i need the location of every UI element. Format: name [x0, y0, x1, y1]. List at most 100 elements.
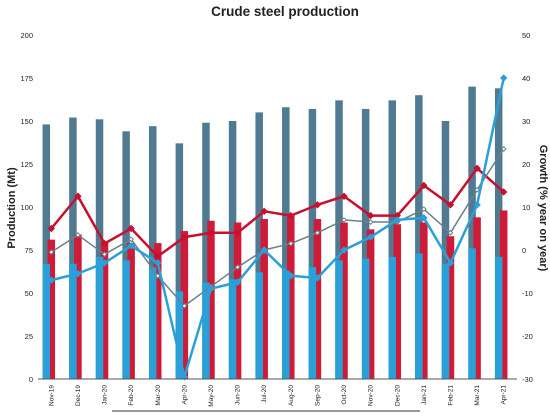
- bar-series-3-5: [175, 291, 184, 379]
- line-series-1-point-11: [340, 192, 348, 200]
- x-tick-label-6: May-20: [208, 385, 215, 407]
- bar-series-3-4: [149, 267, 157, 379]
- line-series-1-point-2: [100, 239, 109, 248]
- bar-series-1-9: [282, 107, 290, 380]
- line-series-1-point-16: [473, 164, 481, 173]
- bar-series-2-15: [446, 236, 455, 379]
- line-series-1-point-7: [233, 229, 242, 237]
- line-series-2-point-17: [500, 146, 507, 152]
- y2-tick-label-30: 30: [522, 117, 530, 126]
- y-tick-label-200: 200: [20, 31, 33, 40]
- line-series-2-point-2: [101, 251, 108, 258]
- line-series-1-point-3: [127, 224, 135, 233]
- y-tick-label-75: 75: [25, 246, 33, 255]
- line-series-3-point-2: [100, 259, 109, 267]
- line-series-2-point-5: [181, 302, 188, 309]
- x-tick-label-12: Nov-20: [368, 385, 375, 406]
- y2-tick-label-10: 10: [522, 203, 530, 212]
- line-series-2-point-9: [287, 240, 294, 247]
- bar-series-1-6: [202, 122, 210, 379]
- bar-series-2-7: [233, 222, 242, 379]
- x-tick-label-3: Feb-20: [128, 385, 135, 406]
- x-tick-label-4: Mar-20: [155, 385, 162, 406]
- line-series-2-point-11: [341, 216, 347, 223]
- bar-series-3-17: [494, 256, 503, 379]
- bar-series-3-8: [255, 272, 263, 379]
- line-series-1-point-0: [47, 224, 56, 233]
- bar-series-3-12: [361, 258, 370, 379]
- y-tick-label-125: 125: [20, 160, 33, 169]
- line-series-1-point-9: [287, 211, 295, 220]
- bar-series-1-1: [69, 117, 77, 379]
- y2-tick-label--30: -30: [522, 375, 533, 384]
- y2-tick-label-50: 50: [522, 31, 530, 40]
- line-series-1-point-1: [74, 192, 82, 200]
- x-tick-label-15: Feb-21: [447, 385, 454, 406]
- bar-series-2-2: [100, 241, 109, 379]
- line-series-3-point-12: [366, 233, 375, 241]
- bar-series-3-0: [42, 263, 51, 379]
- line-series-2-point-7: [234, 264, 241, 271]
- line-series-3-point-5: [180, 373, 189, 381]
- bar-series-1-8: [255, 112, 263, 380]
- left-tick-labels: 0 25 50 75 100 125 150 175 200: [20, 31, 33, 384]
- line-series-3-point-17: [499, 74, 508, 82]
- line-series-3: [51, 77, 505, 379]
- bar-series-2-12: [366, 229, 375, 379]
- bar-series-2-1: [74, 234, 82, 379]
- bar-series-3-15: [441, 263, 450, 379]
- y2-tick-label--10: -10: [522, 289, 533, 298]
- line-series-3-point-8: [260, 246, 268, 254]
- line-series-3-point-9: [287, 272, 295, 280]
- line-series-2-point-4: [154, 272, 161, 279]
- line-series-3-point-16: [473, 201, 481, 209]
- line-series-1-point-6: [207, 229, 215, 237]
- bar-series-1-10: [308, 108, 317, 380]
- bar-series-2-4: [154, 243, 162, 379]
- y-tick-label-150: 150: [20, 117, 33, 126]
- line-series-1-point-17: [499, 188, 508, 196]
- line-series-2-point-3: [128, 236, 135, 243]
- y2-tick-label--20: -20: [522, 332, 533, 341]
- bar-series-2-10: [313, 219, 322, 379]
- bar-series-1-2: [95, 119, 104, 379]
- bar-series-3-3: [122, 260, 130, 379]
- bar-series-3-7: [228, 279, 237, 379]
- line-series-2-point-12: [367, 219, 374, 225]
- bar-series-2-6: [207, 220, 215, 379]
- bar-series-2-13: [393, 224, 401, 379]
- x-tick-label-17: Apr-21: [501, 385, 508, 405]
- bar-series-1-5: [175, 143, 184, 379]
- bar-series-1-0: [42, 124, 51, 379]
- y-tick-label-50: 50: [25, 289, 33, 298]
- y-tick-label-100: 100: [20, 203, 33, 212]
- bar-series-1-16: [468, 86, 476, 379]
- bar-series-1-17: [494, 88, 503, 379]
- lines-layer: [47, 74, 508, 381]
- line-series-3-point-6: [207, 284, 215, 293]
- x-tick-label-7: Jun-20: [235, 385, 242, 405]
- y-tick-label-25: 25: [25, 332, 33, 341]
- line-series-3-point-3: [127, 241, 135, 250]
- bar-series-3-14: [415, 253, 423, 379]
- y2-tick-label-40: 40: [522, 74, 530, 83]
- line-series-2: [50, 148, 505, 307]
- bar-series-2-8: [260, 219, 268, 379]
- bar-series-3-6: [202, 282, 210, 379]
- bar-series-1-12: [361, 108, 370, 380]
- bar-series-1-3: [122, 131, 130, 379]
- bar-series-2-16: [473, 217, 481, 379]
- bars-layer: [42, 86, 508, 380]
- line-series-2-point-16: [474, 186, 480, 193]
- x-tick-label-8: Jul-20: [261, 385, 268, 403]
- line-series-1-point-5: [180, 233, 189, 241]
- right-tick-labels: -30 -20 -10 0 10 20 30 40 50: [522, 31, 533, 384]
- line-series-3-point-7: [233, 278, 242, 286]
- line-series-2-point-14: [420, 206, 427, 213]
- bar-series-3-16: [468, 248, 476, 379]
- bar-series-1-14: [415, 95, 423, 379]
- line-series-3-point-10: [313, 274, 322, 282]
- line-series-3-point-0: [47, 276, 56, 284]
- x-tick-label-13: Dec-20: [394, 385, 401, 406]
